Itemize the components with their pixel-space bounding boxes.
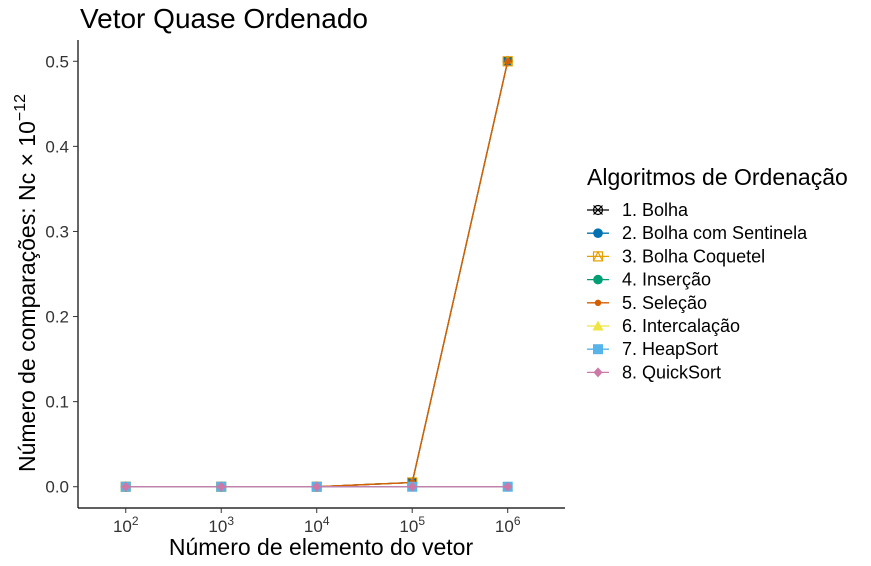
series-5	[122, 58, 511, 490]
series-8	[121, 481, 513, 492]
legend-item-5: 5. Seleção	[587, 293, 707, 313]
data-point	[502, 55, 513, 67]
legend-item-7: 7. HeapSort	[587, 339, 718, 359]
y-tick-label: 0.5	[45, 52, 69, 71]
legend-item-8: 8. QuickSort	[587, 362, 721, 382]
legend-key-marker	[592, 204, 604, 216]
series-line	[125, 61, 509, 488]
legend-item-6: 6. Intercalação	[587, 316, 740, 336]
legend-label: 4. Inserção	[622, 270, 711, 290]
series-line	[125, 61, 509, 488]
data-point	[312, 481, 322, 492]
y-tick-label: 0.3	[45, 222, 69, 241]
legend-item-2: 2. Bolha com Sentinela	[587, 223, 808, 243]
y-axis-label-times: ×	[14, 153, 40, 166]
legend-key-marker	[593, 228, 603, 238]
x-axis-title: Número de elemento do vetor	[169, 534, 474, 560]
y-axis-label-base: 10	[14, 121, 40, 147]
series-line	[125, 61, 509, 488]
x-tick-label: 105	[399, 514, 425, 536]
legend-label: 5. Seleção	[622, 293, 707, 313]
legend-key-marker	[592, 250, 604, 262]
legend-key-marker	[593, 274, 603, 285]
legend-label: 8. QuickSort	[622, 362, 721, 382]
y-axis-label-main: Número de comparações: Nc	[14, 173, 40, 472]
x-tick-label: 102	[113, 514, 139, 536]
series-3	[120, 55, 513, 492]
data-point	[504, 58, 511, 65]
x-tick-label: 103	[208, 514, 234, 536]
legend-label: 6. Intercalação	[622, 316, 740, 336]
data-point	[407, 481, 417, 492]
series-line	[125, 61, 509, 488]
legend-key-marker	[594, 299, 602, 306]
y-tick-label: 0.4	[45, 137, 69, 156]
legend-item-3: 3. Bolha Coquetel	[587, 246, 765, 266]
data-point	[503, 481, 513, 492]
legend-label: 1. Bolha	[622, 200, 689, 220]
legend-label: 3. Bolha Coquetel	[622, 246, 765, 266]
legend-item-4: 4. Inserção	[587, 270, 711, 290]
data-point	[121, 481, 131, 492]
x-tick-label: 104	[304, 514, 330, 536]
legend-key-marker	[593, 344, 603, 355]
y-axis-title: Número de comparações: Nc × 10−12	[12, 94, 40, 472]
y-tick-label: 0.1	[45, 393, 69, 412]
x-tick-label: 106	[495, 514, 521, 536]
series-2	[120, 56, 513, 492]
legend-key-marker	[592, 320, 604, 331]
y-axis-label: Número de comparações: Nc × 10−12	[12, 94, 40, 472]
series-1	[120, 56, 513, 492]
legend-title: Algoritmos de Ordenação	[587, 164, 848, 190]
y-tick-label: 0.2	[45, 308, 69, 327]
chart-title: Vetor Quase Ordenado	[80, 3, 368, 34]
plot-area: 0.0 0.1 0.2 0.3 0.4 0.5 102 103 104 105 106	[45, 40, 565, 536]
legend-key-marker	[593, 367, 603, 378]
legend-item-1: 1. Bolha	[587, 200, 689, 220]
legend: Algoritmos de Ordenação 1. Bolha 2. Bolha…	[587, 164, 848, 382]
legend-label: 2. Bolha com Sentinela	[622, 223, 808, 243]
data-point	[216, 481, 226, 492]
legend-label: 7. HeapSort	[622, 339, 718, 359]
y-axis-label-exponent: −12	[12, 94, 29, 121]
y-tick-label: 0.0	[45, 478, 69, 497]
